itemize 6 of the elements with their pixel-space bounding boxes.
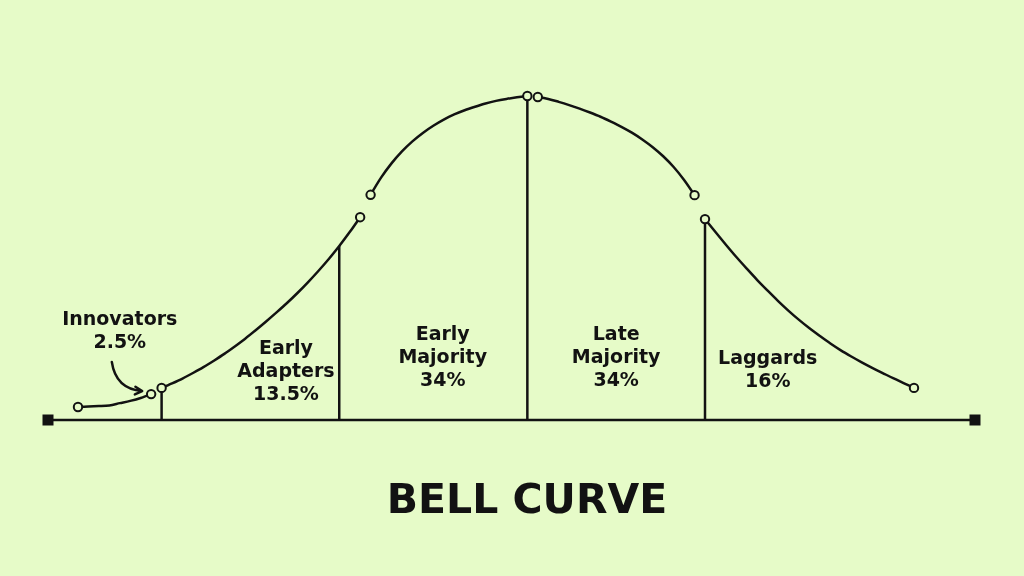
annotation: Late Majority 34%	[571, 322, 662, 390]
annotation: Innovators 2.5%	[62, 306, 178, 352]
annotation: Laggards 16%	[718, 346, 818, 391]
annotation: Early Adapters 13.5%	[237, 336, 335, 404]
text: BELL CURVE	[386, 475, 668, 523]
annotation: Early Majority 34%	[398, 322, 488, 390]
